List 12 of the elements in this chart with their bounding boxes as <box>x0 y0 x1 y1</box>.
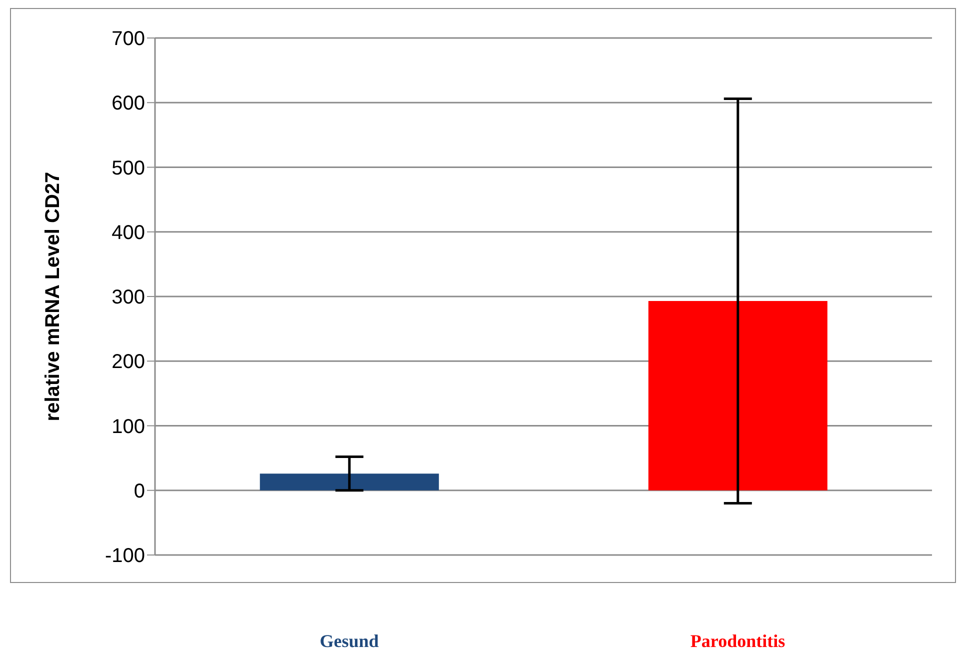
y-tick-label: -100 <box>104 545 145 568</box>
y-tick-label: 400 <box>112 222 145 244</box>
y-tick-label: 200 <box>112 351 145 374</box>
x-tick-label: Gesund <box>320 631 379 648</box>
y-tick-label: 300 <box>112 286 145 309</box>
x-tick-label: Parodontitis <box>690 631 786 648</box>
y-axis-title: relative mRNA Level CD27 <box>42 172 64 422</box>
y-tick-label: 0 <box>134 480 145 502</box>
y-tick-label: 600 <box>112 92 145 115</box>
y-tick-label: 100 <box>112 416 145 438</box>
y-tick-label: 700 <box>112 28 145 50</box>
y-tick-label: 500 <box>112 157 145 180</box>
